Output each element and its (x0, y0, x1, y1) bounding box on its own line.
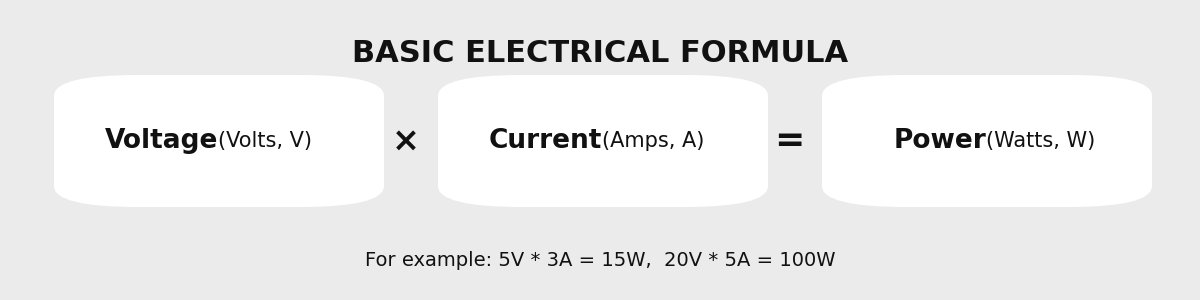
Text: (Volts, V): (Volts, V) (218, 131, 312, 151)
Text: For example: 5V * 3A = 15W,  20V * 5A = 100W: For example: 5V * 3A = 15W, 20V * 5A = 1… (365, 251, 835, 270)
Text: BASIC ELECTRICAL FORMULA: BASIC ELECTRICAL FORMULA (352, 39, 848, 68)
FancyBboxPatch shape (822, 75, 1152, 207)
Text: ×: × (391, 124, 420, 158)
FancyBboxPatch shape (438, 75, 768, 207)
FancyBboxPatch shape (54, 75, 384, 207)
Text: =: = (774, 124, 805, 158)
Text: Power: Power (894, 128, 986, 154)
Text: Current: Current (490, 128, 602, 154)
Text: Voltage: Voltage (106, 128, 218, 154)
Text: (Watts, W): (Watts, W) (986, 131, 1096, 151)
Text: (Amps, A): (Amps, A) (602, 131, 704, 151)
